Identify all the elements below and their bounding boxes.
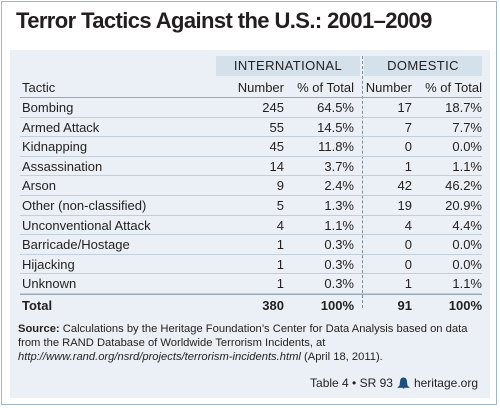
table-row: Barricade/Hostage 1 0.3% 0 0.0% (20, 235, 482, 255)
table-row: Unknown 1 0.3% 1 1.1% (20, 274, 482, 294)
group-header-domestic: DOMESTIC (364, 56, 482, 76)
header-dom-number: Number (365, 80, 412, 95)
cell-dom-pct: 7.7% (452, 119, 482, 135)
cell-tactic: Other (non-classified) (22, 197, 147, 213)
footer-credit: Table 4 • SR 93 heritage.org (310, 376, 478, 390)
data-table: INTERNATIONAL DOMESTIC Tactic Number % o… (20, 56, 482, 316)
cell-intl-number: 1 (276, 256, 284, 272)
cell-intl-number: 5 (276, 197, 284, 213)
cell-dom-pct: 1.1% (452, 158, 482, 174)
cell-dom-pct: 0.0% (452, 256, 482, 272)
cell-tactic: Arson (22, 178, 56, 194)
source-note: Source: Calculations by the Heritage Fou… (18, 322, 488, 364)
cell-intl-pct: 3.7% (324, 158, 354, 174)
cell-tactic: Unknown (22, 276, 77, 292)
table-panel: INTERNATIONAL DOMESTIC Tactic Number % o… (10, 50, 490, 398)
header-intl-pct: % of Total (297, 80, 354, 95)
table-row: Assassination 14 3.7% 1 1.1% (20, 157, 482, 177)
cell-intl-pct: 14.5% (317, 119, 354, 135)
cell-dom-number: 19 (397, 197, 412, 213)
cell-intl-number: 1 (276, 276, 284, 292)
cell-intl-number: 14 (269, 158, 284, 174)
group-divider (362, 56, 363, 308)
header-intl-number: Number (237, 80, 284, 95)
group-header-row: INTERNATIONAL DOMESTIC (20, 56, 482, 76)
cell-dom-number: 42 (397, 178, 412, 194)
cell-intl-number: 245 (262, 100, 284, 115)
cell-dom-number: 7 (404, 119, 412, 135)
source-text: Calculations by the Heritage Foundation’… (18, 323, 468, 349)
table-row: Kidnapping 45 11.8% 0 0.0% (20, 137, 482, 157)
cell-intl-pct: 1.1% (324, 217, 354, 233)
total-dom-pct: 100% (448, 297, 482, 313)
cell-tactic: Bombing (22, 100, 74, 115)
cell-dom-number: 0 (404, 256, 412, 272)
total-dom-number: 91 (397, 297, 412, 313)
liberty-bell-icon (397, 377, 410, 389)
cell-intl-pct: 64.5% (317, 100, 354, 115)
cell-intl-pct: 0.3% (324, 256, 354, 272)
cell-intl-pct: 2.4% (324, 178, 354, 194)
cell-intl-number: 9 (276, 178, 284, 194)
source-label: Source: (18, 323, 60, 335)
table-row: Other (non-classified) 5 1.3% 19 20.9% (20, 196, 482, 216)
total-intl-pct: 100% (320, 297, 354, 313)
cell-dom-number: 4 (404, 217, 412, 233)
cell-tactic: Assassination (22, 158, 103, 174)
cell-intl-pct: 1.3% (324, 197, 354, 213)
cell-intl-number: 1 (276, 237, 284, 253)
cell-intl-pct: 0.3% (324, 276, 354, 292)
source-url[interactable]: http://www.rand.org/nsrd/projects/terror… (18, 351, 301, 363)
table-row: Armed Attack 55 14.5% 7 7.7% (20, 118, 482, 138)
cell-intl-number: 55 (269, 119, 284, 135)
cell-dom-pct: 0.0% (452, 237, 482, 253)
column-header-row: Tactic Number % of Total Number % of Tot… (20, 76, 482, 98)
cell-tactic: Barricade/Hostage (22, 237, 130, 253)
cell-intl-pct: 0.3% (324, 237, 354, 253)
cell-dom-pct: 20.9% (445, 197, 482, 213)
table-row: Bombing 245 64.5% 17 18.7% (20, 98, 482, 118)
header-tactic: Tactic (22, 80, 56, 95)
source-date: (April 18, 2011). (304, 351, 383, 363)
cell-tactic: Armed Attack (22, 119, 100, 135)
cell-tactic: Unconventional Attack (22, 217, 151, 233)
table-title: Terror Tactics Against the U.S.: 2001–20… (16, 8, 432, 33)
total-row: Total 380 100% 91 100% (20, 293, 482, 316)
table-row: Hijacking 1 0.3% 0 0.0% (20, 255, 482, 275)
cell-intl-pct: 11.8% (318, 139, 354, 155)
group-header-international: INTERNATIONAL (216, 56, 360, 76)
cell-dom-pct: 4.4% (452, 217, 482, 233)
cell-dom-number: 1 (404, 276, 412, 292)
header-dom-pct: % of Total (425, 80, 482, 95)
cell-intl-number: 45 (269, 139, 284, 155)
cell-dom-pct: 0.0% (452, 139, 482, 155)
cell-dom-number: 1 (404, 158, 412, 174)
cell-tactic: Kidnapping (22, 139, 88, 155)
total-intl-number: 380 (262, 297, 284, 313)
total-label: Total (22, 297, 53, 313)
cell-tactic: Hijacking (22, 256, 75, 272)
cell-dom-pct: 18.7% (445, 100, 482, 115)
cell-intl-number: 4 (276, 217, 284, 233)
cell-dom-number: 0 (404, 139, 412, 155)
cell-dom-number: 0 (404, 237, 412, 253)
table-row: Arson 9 2.4% 42 46.2% (20, 176, 482, 196)
table-row: Unconventional Attack 4 1.1% 4 4.4% (20, 216, 482, 236)
cell-dom-number: 17 (397, 100, 412, 115)
cell-dom-pct: 46.2% (445, 178, 482, 194)
table-reference: Table 4 • SR 93 (310, 376, 393, 390)
cell-dom-pct: 1.1% (452, 276, 482, 292)
site-link[interactable]: heritage.org (413, 376, 478, 390)
